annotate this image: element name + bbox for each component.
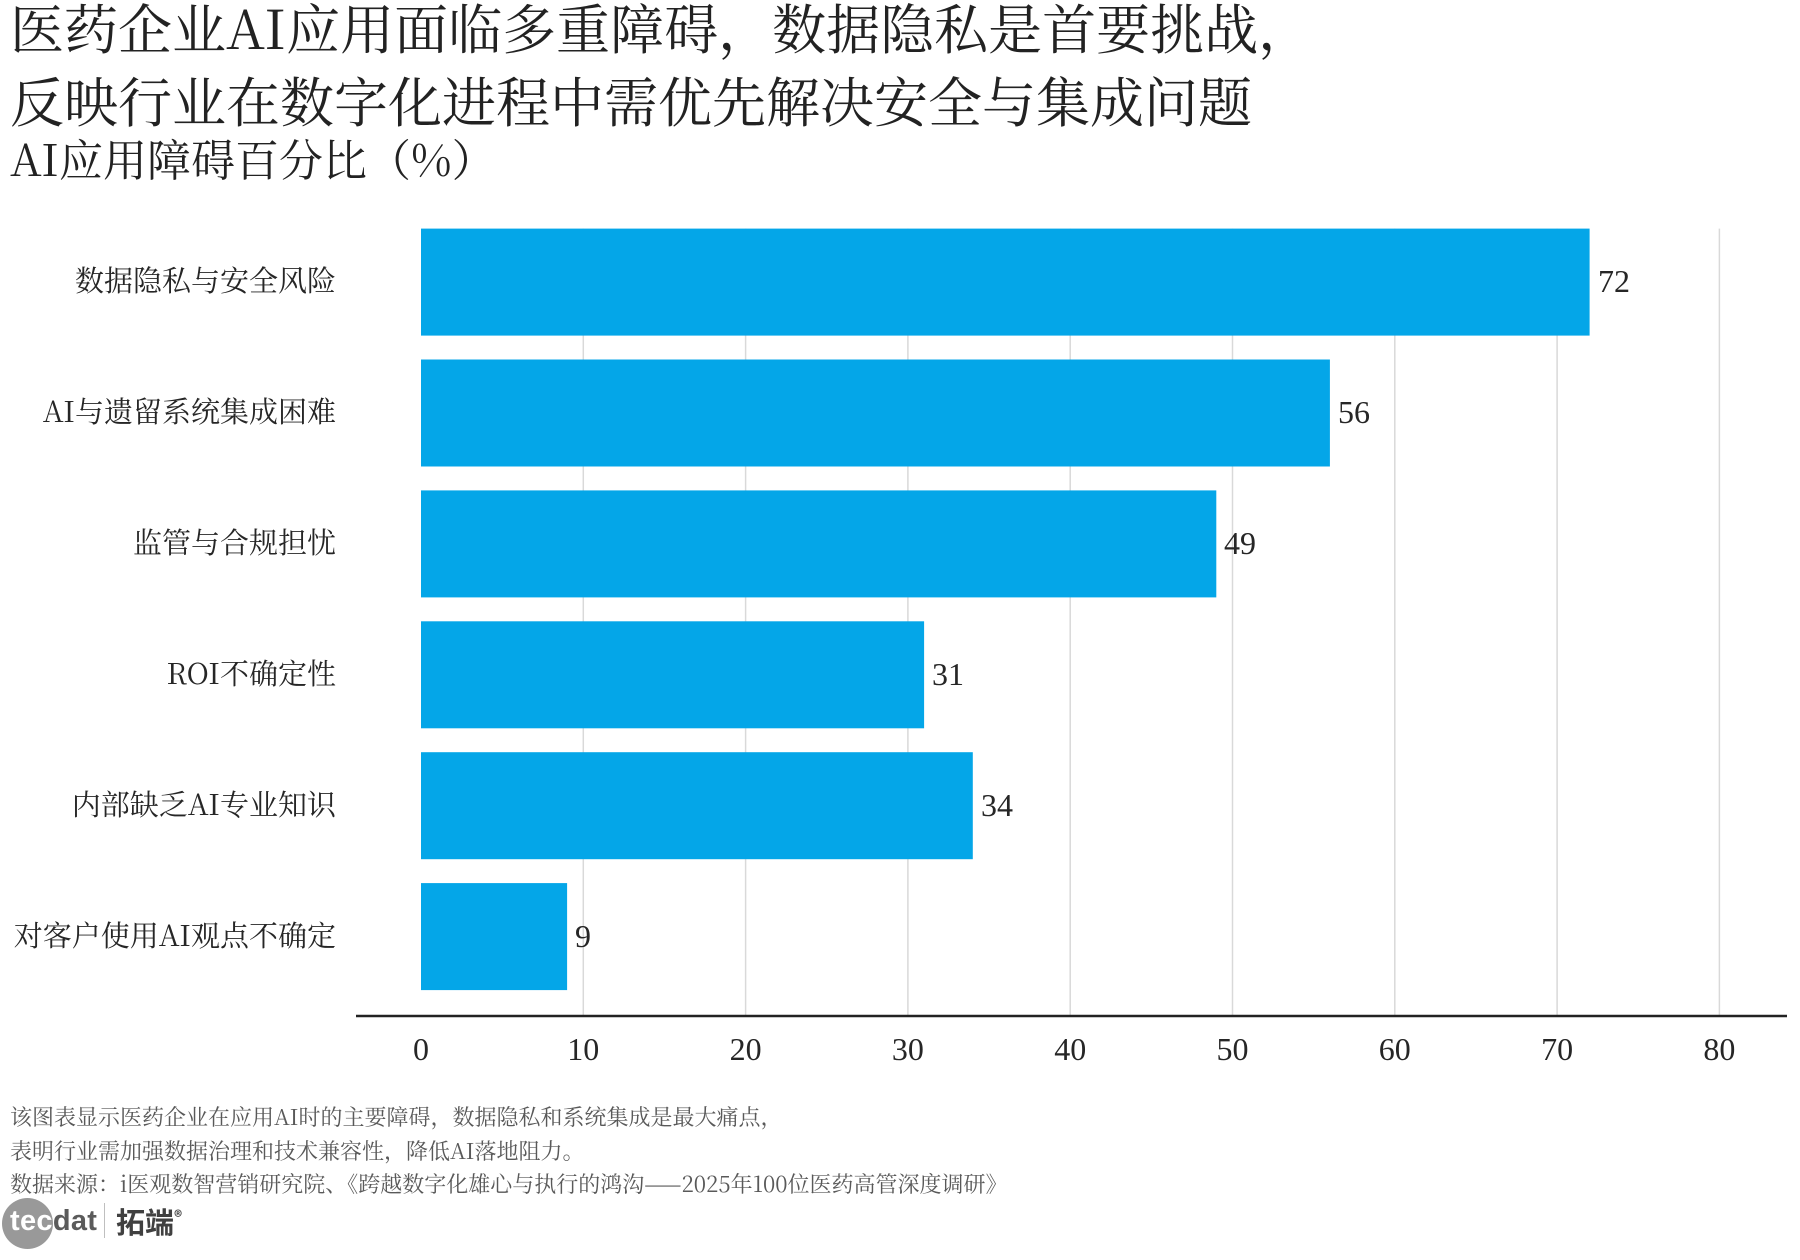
svg-text:数据隐私与安全风险: 数据隐私与安全风险 bbox=[75, 259, 336, 300]
svg-text:49: 49 bbox=[1224, 525, 1256, 561]
svg-text:56: 56 bbox=[1338, 394, 1370, 430]
svg-text:0: 0 bbox=[413, 1031, 429, 1067]
svg-text:30: 30 bbox=[892, 1031, 924, 1067]
svg-text:9: 9 bbox=[575, 918, 591, 954]
svg-text:72: 72 bbox=[1598, 263, 1630, 299]
svg-text:80: 80 bbox=[1703, 1031, 1735, 1067]
svg-text:AI与遗留系统集成困难: AI与遗留系统集成困难 bbox=[43, 390, 336, 431]
svg-text:监管与合规担忧: 监管与合规担忧 bbox=[133, 521, 336, 562]
svg-text:60: 60 bbox=[1379, 1031, 1411, 1067]
svg-text:40: 40 bbox=[1054, 1031, 1086, 1067]
svg-text:10: 10 bbox=[567, 1031, 599, 1067]
svg-text:34: 34 bbox=[981, 787, 1013, 823]
svg-text:50: 50 bbox=[1217, 1031, 1249, 1067]
svg-text:ROI不确定性: ROI不确定性 bbox=[167, 652, 336, 693]
svg-text:对客户使用AI观点不确定: 对客户使用AI观点不确定 bbox=[14, 914, 336, 955]
svg-text:内部缺乏AI专业知识: 内部缺乏AI专业知识 bbox=[72, 783, 337, 824]
svg-text:70: 70 bbox=[1541, 1031, 1573, 1067]
svg-text:31: 31 bbox=[932, 656, 964, 692]
svg-text:20: 20 bbox=[730, 1031, 762, 1067]
